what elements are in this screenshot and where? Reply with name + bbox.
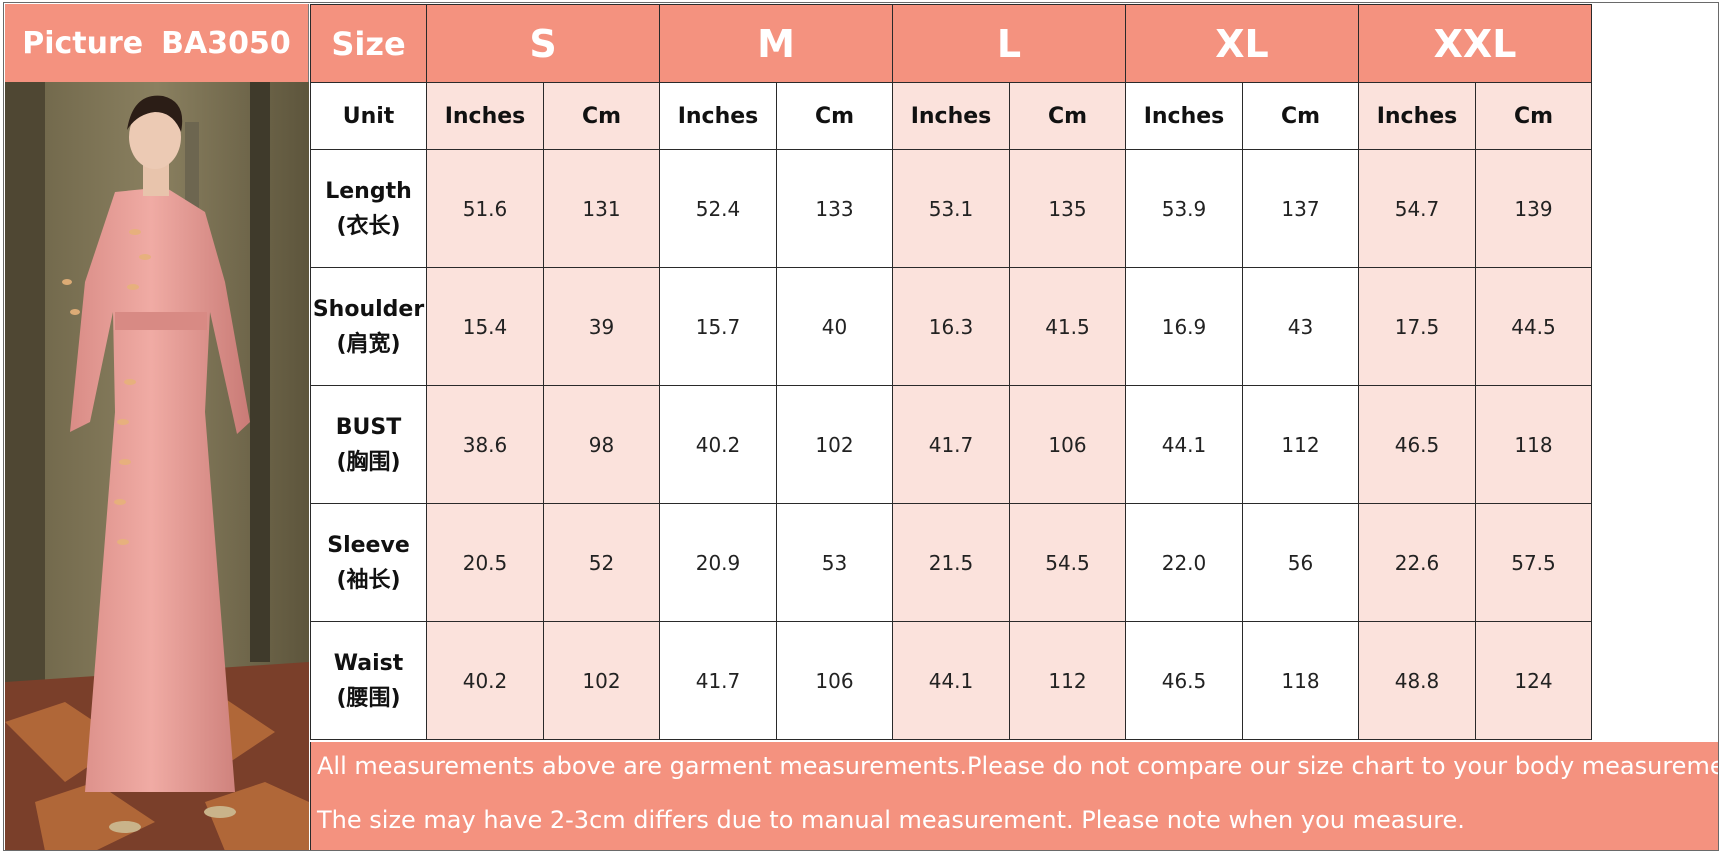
note-line-2: The size may have 2-3cm differs due to m… xyxy=(317,806,1465,834)
product-code: BA3050 xyxy=(161,25,291,61)
value-cell: 102 xyxy=(543,621,660,740)
row-header: BUST (胸围) xyxy=(310,385,427,504)
value-cell: 52.4 xyxy=(659,149,777,268)
value-cell: 44.5 xyxy=(1475,267,1592,386)
unit-cell: Inches xyxy=(426,82,544,150)
value-cell: 41.5 xyxy=(1009,267,1126,386)
value-cell: 54.7 xyxy=(1358,149,1476,268)
row-name-cn: (衣长) xyxy=(336,213,401,239)
row-name-cn: (胸围) xyxy=(336,449,401,475)
row-name-cn: (袖长) xyxy=(336,567,401,593)
table-row: Sleeve (袖长) 20.5 52 20.9 53 21.5 54.5 22.… xyxy=(310,503,1592,622)
value-cell: 16.9 xyxy=(1125,267,1243,386)
picture-header: Picture BA3050 xyxy=(5,4,309,82)
value-cell: 17.5 xyxy=(1358,267,1476,386)
value-cell: 40 xyxy=(776,267,893,386)
value-cell: 41.7 xyxy=(892,385,1010,504)
row-name-en: Shoulder xyxy=(312,296,425,322)
value-cell: 20.9 xyxy=(659,503,777,622)
unit-cell: Inches xyxy=(1125,82,1243,150)
row-name-en: BUST xyxy=(335,414,402,440)
value-cell: 22.0 xyxy=(1125,503,1243,622)
value-cell: 41.7 xyxy=(659,621,777,740)
value-cell: 40.2 xyxy=(659,385,777,504)
value-cell: 106 xyxy=(1009,385,1126,504)
value-cell: 124 xyxy=(1475,621,1592,740)
value-cell: 53.9 xyxy=(1125,149,1243,268)
value-cell: 22.6 xyxy=(1358,503,1476,622)
value-cell: 56 xyxy=(1242,503,1359,622)
unit-cell: Cm xyxy=(543,82,660,150)
size-chart-table: Size S M L XL XXL Unit Inches Cm Inches … xyxy=(310,4,1592,740)
row-name-cn: (肩宽) xyxy=(336,331,401,357)
value-cell: 20.5 xyxy=(426,503,544,622)
value-cell: 15.4 xyxy=(426,267,544,386)
value-cell: 44.1 xyxy=(892,621,1010,740)
value-cell: 118 xyxy=(1242,621,1359,740)
row-name-en: Waist xyxy=(333,650,404,676)
value-cell: 118 xyxy=(1475,385,1592,504)
value-cell: 98 xyxy=(543,385,660,504)
table-row: Shoulder (肩宽) 15.4 39 15.7 40 16.3 41.5 1… xyxy=(310,267,1592,386)
value-cell: 53 xyxy=(776,503,893,622)
table-row: Length (衣长) 51.6 131 52.4 133 53.1 135 53… xyxy=(310,149,1592,268)
value-cell: 53.1 xyxy=(892,149,1010,268)
size-s: S xyxy=(426,4,660,83)
row-header: Length (衣长) xyxy=(310,149,427,268)
row-name-cn: (腰围) xyxy=(336,685,401,711)
row-header: Shoulder (肩宽) xyxy=(310,267,427,386)
value-cell: 137 xyxy=(1242,149,1359,268)
value-cell: 112 xyxy=(1242,385,1359,504)
value-cell: 51.6 xyxy=(426,149,544,268)
unit-row: Unit Inches Cm Inches Cm Inches Cm Inche… xyxy=(310,82,1592,150)
value-cell: 38.6 xyxy=(426,385,544,504)
row-name-en: Sleeve xyxy=(327,532,410,558)
value-cell: 52 xyxy=(543,503,660,622)
product-photo xyxy=(5,82,309,851)
note-line-1: All measurements above are garment measu… xyxy=(317,752,1721,780)
value-cell: 43 xyxy=(1242,267,1359,386)
value-cell: 131 xyxy=(543,149,660,268)
picture-label: Picture xyxy=(22,25,144,61)
size-label: Size xyxy=(310,4,427,83)
row-header: Sleeve (袖长) xyxy=(310,503,427,622)
value-cell: 133 xyxy=(776,149,893,268)
size-header-row: Size S M L XL XXL xyxy=(310,4,1592,83)
unit-label: Unit xyxy=(310,82,427,150)
value-cell: 54.5 xyxy=(1009,503,1126,622)
value-cell: 112 xyxy=(1009,621,1126,740)
value-cell: 57.5 xyxy=(1475,503,1592,622)
unit-cell: Inches xyxy=(659,82,777,150)
value-cell: 16.3 xyxy=(892,267,1010,386)
row-name-en: Length xyxy=(325,178,412,204)
unit-cell: Inches xyxy=(892,82,1010,150)
size-xl: XL xyxy=(1125,4,1359,83)
value-cell: 46.5 xyxy=(1358,385,1476,504)
model-in-dress-illustration xyxy=(5,82,309,851)
value-cell: 106 xyxy=(776,621,893,740)
value-cell: 39 xyxy=(543,267,660,386)
value-cell: 46.5 xyxy=(1125,621,1243,740)
value-cell: 15.7 xyxy=(659,267,777,386)
unit-cell: Cm xyxy=(776,82,893,150)
unit-cell: Inches xyxy=(1358,82,1476,150)
size-l: L xyxy=(892,4,1126,83)
size-m: M xyxy=(659,4,893,83)
unit-cell: Cm xyxy=(1242,82,1359,150)
row-header: Waist (腰围) xyxy=(310,621,427,740)
value-cell: 21.5 xyxy=(892,503,1010,622)
value-cell: 135 xyxy=(1009,149,1126,268)
value-cell: 139 xyxy=(1475,149,1592,268)
value-cell: 44.1 xyxy=(1125,385,1243,504)
value-cell: 48.8 xyxy=(1358,621,1476,740)
unit-cell: Cm xyxy=(1009,82,1126,150)
table-row: BUST (胸围) 38.6 98 40.2 102 41.7 106 44.1 … xyxy=(310,385,1592,504)
value-cell: 40.2 xyxy=(426,621,544,740)
size-xxl: XXL xyxy=(1358,4,1592,83)
value-cell: 102 xyxy=(776,385,893,504)
table-row: Waist (腰围) 40.2 102 41.7 106 44.1 112 46.… xyxy=(310,621,1592,740)
unit-cell: Cm xyxy=(1475,82,1592,150)
measurement-note: All measurements above are garment measu… xyxy=(310,742,1721,851)
